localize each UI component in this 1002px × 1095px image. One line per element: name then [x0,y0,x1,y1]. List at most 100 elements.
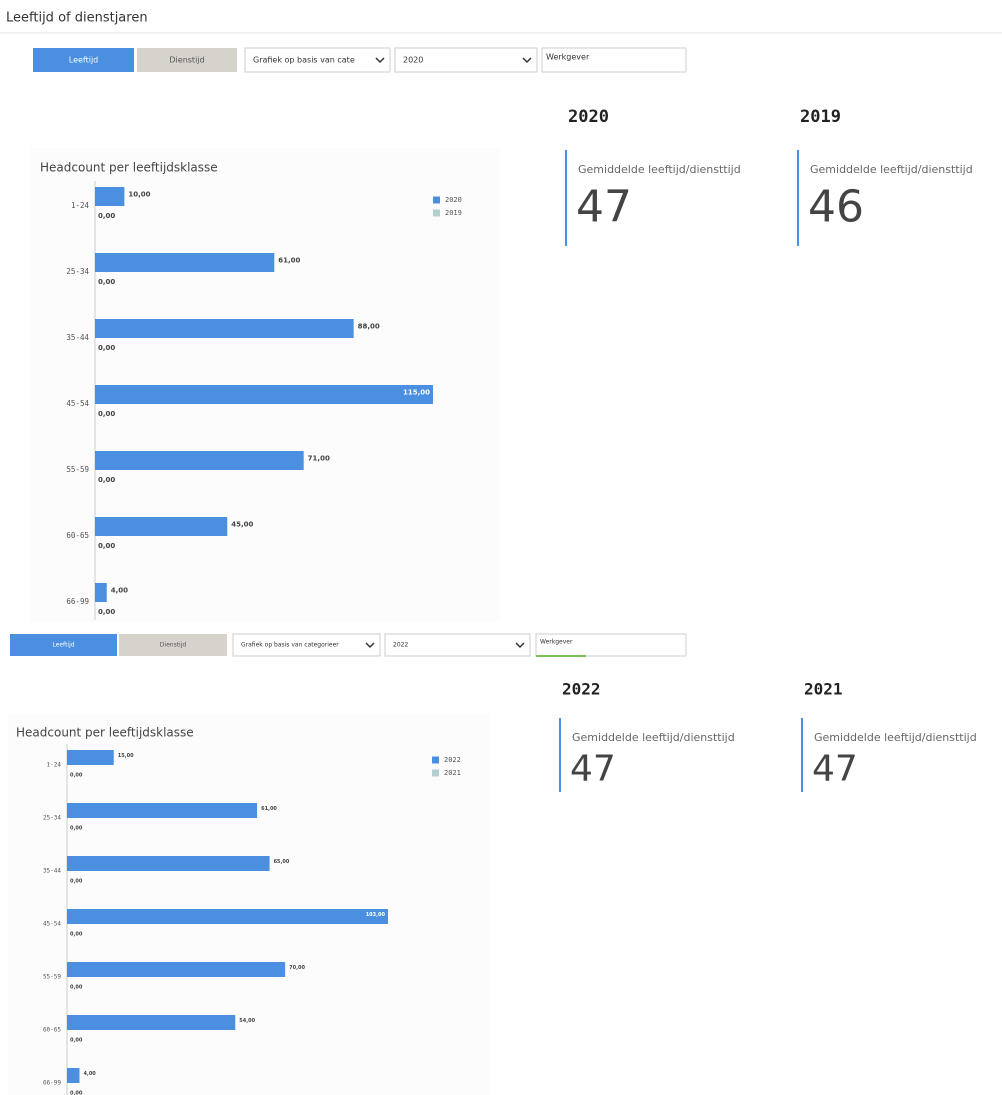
bar [95,253,275,272]
tab-button-label[interactable]: Leeftijd [52,642,74,649]
legend-swatch [432,769,439,777]
bar [67,1068,80,1083]
data-label: 0,00 [70,879,83,885]
data-label: 0,00 [70,1038,83,1044]
y-tick-label: 55-59 [66,465,89,474]
data-label: 0,00 [98,542,115,550]
data-label: 0,00 [98,344,115,352]
y-tick-label: 60-65 [43,1027,61,1034]
text-input[interactable] [541,47,687,73]
data-label: 88,00 [358,323,380,331]
legend-swatch [432,756,439,764]
data-label: 0,00 [98,278,115,286]
kpi-value: 47 [570,748,616,789]
tab-button[interactable] [10,634,117,656]
kpi-year: 2022 [562,680,601,699]
kpi-value: 46 [808,182,864,233]
data-label: 45,00 [231,521,253,529]
kpi-year: 2020 [568,107,609,127]
data-label: 0,00 [70,773,83,779]
data-label: 0,00 [98,608,115,616]
bar [95,451,304,470]
dropdown[interactable] [384,633,531,657]
chart-title: Headcount per leeftijdsklasse [16,726,194,740]
legend-swatch [433,209,440,217]
data-label: 71,00 [308,455,330,463]
tab-button-label[interactable]: Dienstijd [169,56,204,65]
data-label: 0,00 [70,1091,83,1095]
dropdown-value[interactable]: Grafiek op basis van cate [253,56,355,65]
data-label: 4,00 [111,587,128,595]
kpi-year: 2019 [800,107,841,127]
kpi-value: 47 [576,182,632,233]
tab-button[interactable] [119,634,227,656]
tab-button-label[interactable]: Leeftijd [69,56,99,65]
y-tick-label: 1-24 [71,201,90,210]
data-label: 15,00 [118,753,134,759]
data-label: 4,00 [83,1071,96,1077]
bar [95,583,107,602]
kpi-year: 2021 [804,680,843,699]
y-tick-label: 60-65 [66,531,89,540]
y-tick-label: 66-99 [43,1080,61,1087]
tab-button-label[interactable]: Dienstijd [160,642,187,649]
y-tick-label: 35-44 [43,868,61,875]
y-tick-label: 25-34 [66,267,89,276]
dropdown-value[interactable]: 2020 [403,56,423,65]
y-tick-label: 1-24 [47,762,62,769]
legend-label: 2022 [444,756,461,764]
dropdown[interactable] [394,47,538,73]
dropdown-value[interactable]: Grafiek op basis van categorieer [241,642,339,649]
page-title: Leeftijd of dienstjaren [6,11,148,26]
bar [95,319,354,338]
data-label: 115,00 [403,389,430,397]
input-value[interactable]: Werkgever [546,53,590,62]
dropdown-arrow[interactable] [365,642,375,649]
tab-button[interactable] [137,48,237,72]
y-tick-label: 25-34 [43,815,61,822]
kpi-label: Gemiddelde leeftijd/diensttijd [578,163,741,176]
legend-label: 2021 [444,769,461,777]
text-input[interactable] [535,633,687,657]
dropdown[interactable] [232,633,381,657]
data-label: 61,00 [278,257,300,265]
data-label: 65,00 [274,859,290,865]
bar [67,1015,236,1030]
y-tick-label: 45-54 [66,399,89,408]
data-label: 0,00 [70,932,83,938]
bar [67,750,114,765]
data-label: 10,00 [128,191,150,199]
bar [95,385,433,404]
dropdown-arrow[interactable] [515,642,525,649]
data-label: 103,00 [366,912,386,918]
dropdown-value[interactable]: 2022 [393,642,408,649]
data-label: 0,00 [98,212,115,220]
data-label: 61,00 [261,806,277,812]
data-label: 70,00 [289,965,305,971]
bar [67,856,270,871]
input-value[interactable]: Werkgever [540,639,573,646]
data-label: 0,00 [98,410,115,418]
bar [67,962,286,977]
dropdown-arrow[interactable] [375,57,385,64]
bar [67,909,388,924]
kpi-label: Gemiddelde leeftijd/diensttijd [814,731,977,744]
kpi-value: 47 [812,748,858,789]
kpi-label: Gemiddelde leeftijd/diensttijd [572,731,735,744]
bar [67,803,258,818]
chart-panel [8,715,490,1095]
bar [95,187,125,206]
legend-swatch [433,196,440,204]
kpi-label: Gemiddelde leeftijd/diensttijd [810,163,973,176]
tab-button[interactable] [33,48,134,72]
data-label: 0,00 [70,985,83,991]
dropdown[interactable] [244,47,391,73]
dropdown-arrow[interactable] [522,57,532,64]
legend-label: 2020 [445,196,462,204]
chart-title: Headcount per leeftijdsklasse [40,161,218,175]
legend-label: 2019 [445,209,462,217]
y-tick-label: 55-59 [43,974,61,981]
bar [95,517,228,536]
data-label: 0,00 [98,476,115,484]
